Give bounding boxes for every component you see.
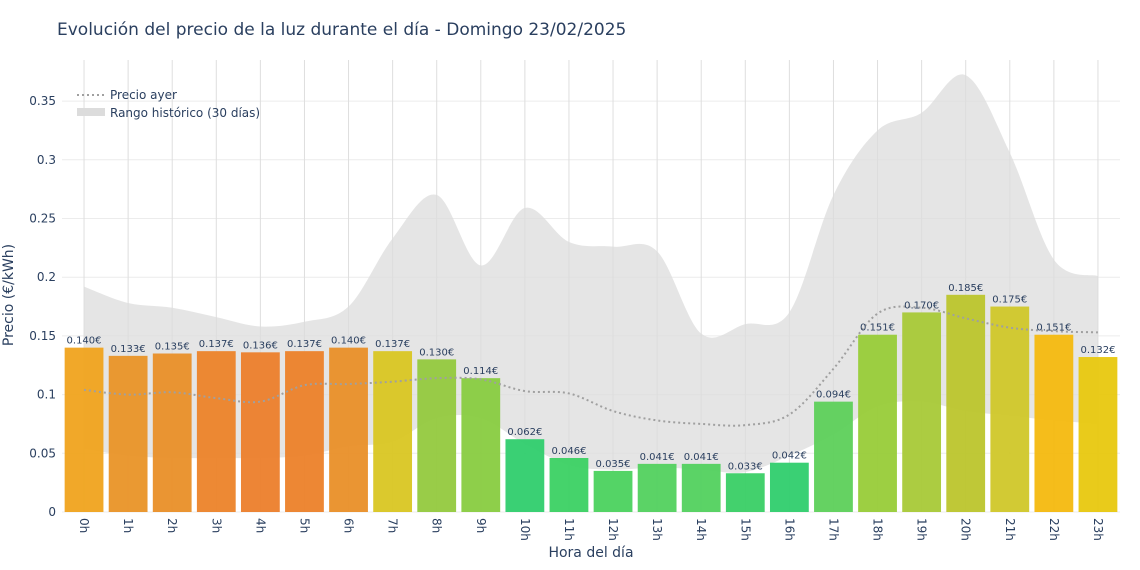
y-tick-label: 0.3 xyxy=(37,153,56,167)
x-tick-label: 8h xyxy=(430,518,444,533)
x-tick-label: 14h xyxy=(694,518,708,541)
bar-value-label: 0.130€ xyxy=(419,347,454,358)
price-bar xyxy=(329,347,368,512)
y-tick-label: 0.15 xyxy=(29,329,56,343)
y-axis-title: Precio (€/kWh) xyxy=(1,244,17,346)
price-bar xyxy=(681,463,721,512)
bar-value-label: 0.137€ xyxy=(199,339,234,350)
y-tick-label: 0.05 xyxy=(29,446,56,460)
price-bar xyxy=(858,334,897,512)
x-tick-label: 1h xyxy=(121,518,135,533)
x-tick-label: 4h xyxy=(253,518,267,533)
price-bar xyxy=(373,351,413,512)
y-tick-label: 0.25 xyxy=(29,211,56,225)
bar-value-label: 0.041€ xyxy=(684,452,719,463)
bar-value-label: 0.132€ xyxy=(1080,345,1115,356)
bar-value-label: 0.133€ xyxy=(111,344,146,355)
price-bar xyxy=(108,355,148,512)
price-bar xyxy=(196,351,236,512)
chart-title: Evolución del precio de la luz durante e… xyxy=(57,20,627,40)
price-bar xyxy=(240,352,280,512)
price-bar xyxy=(725,473,765,512)
y-tick-label: 0.35 xyxy=(29,94,56,108)
bar-value-label: 0.094€ xyxy=(816,390,851,401)
y-tick-label: 0.2 xyxy=(37,270,56,284)
price-bar xyxy=(285,351,324,512)
bar-value-label: 0.140€ xyxy=(331,336,366,347)
legend-label-yesterday: Precio ayer xyxy=(110,88,177,102)
x-tick-label: 6h xyxy=(342,518,356,533)
price-bar xyxy=(946,294,986,512)
x-tick-label: 16h xyxy=(782,518,796,541)
x-tick-label: 5h xyxy=(297,518,311,533)
bar-value-label: 0.135€ xyxy=(155,342,190,353)
bar-value-label: 0.035€ xyxy=(596,459,631,470)
x-tick-label: 12h xyxy=(606,518,620,541)
x-tick-label: 10h xyxy=(518,518,532,541)
bar-layer xyxy=(64,294,1118,512)
x-tick-label: 22h xyxy=(1047,518,1061,541)
legend: Precio ayer Rango histórico (30 días) xyxy=(77,88,260,120)
price-bar xyxy=(505,439,545,512)
price-bar xyxy=(593,470,633,512)
y-tick-label: 0 xyxy=(48,505,56,519)
price-bar xyxy=(152,353,192,512)
x-tick-label: 0h xyxy=(77,518,91,533)
bar-value-label: 0.140€ xyxy=(67,336,102,347)
x-tick-label: 2h xyxy=(165,518,179,533)
x-tick-label: 19h xyxy=(915,518,929,541)
bar-value-label: 0.046€ xyxy=(551,446,586,457)
historical-range-area xyxy=(84,74,1098,473)
bar-value-label: 0.033€ xyxy=(728,461,763,472)
bar-value-label: 0.062€ xyxy=(507,427,542,438)
bar-value-label: 0.137€ xyxy=(287,339,322,350)
x-tick-label: 7h xyxy=(386,518,400,533)
price-bar xyxy=(1034,334,1074,512)
price-bar xyxy=(417,359,457,512)
bar-label-layer: 0.140€ 0.133€ 0.135€ 0.137€ 0.136€ 0.137€ 0.14… xyxy=(67,283,1116,472)
x-tick-label: 20h xyxy=(959,518,973,541)
bar-value-label: 0.151€ xyxy=(860,323,895,334)
x-tick-label: 17h xyxy=(826,518,840,541)
axis-layer: 0 0.05 0.1 0.15 0.2 0.25 0.3 0.35 0h 1h 2h 3h 4h 5h 6h… xyxy=(29,94,1105,541)
x-tick-label: 9h xyxy=(474,518,488,533)
price-bar xyxy=(64,347,104,512)
legend-area-swatch xyxy=(77,108,105,116)
price-bar xyxy=(814,401,853,512)
bar-value-label: 0.151€ xyxy=(1036,323,1071,334)
price-bar xyxy=(1078,357,1118,512)
x-tick-label: 13h xyxy=(650,518,664,541)
x-tick-label: 23h xyxy=(1091,518,1105,541)
yesterday-price-line xyxy=(83,305,1098,427)
x-tick-label: 18h xyxy=(871,518,885,541)
bar-value-label: 0.136€ xyxy=(243,340,278,351)
price-bar xyxy=(549,457,589,512)
legend-label-historical: Rango histórico (30 días) xyxy=(110,106,260,120)
x-axis-title: Hora del día xyxy=(548,545,633,561)
bar-value-label: 0.170€ xyxy=(904,300,939,311)
price-bar xyxy=(902,312,942,512)
bar-value-label: 0.042€ xyxy=(772,451,807,462)
bar-value-label: 0.185€ xyxy=(948,283,983,294)
bar-value-label: 0.175€ xyxy=(992,295,1027,306)
x-tick-label: 21h xyxy=(1003,518,1017,541)
price-bar xyxy=(769,462,809,512)
yesterday-line-layer xyxy=(83,305,1098,427)
price-bar xyxy=(461,378,501,512)
x-tick-label: 3h xyxy=(209,518,223,533)
bar-value-label: 0.137€ xyxy=(375,339,410,350)
price-bar xyxy=(637,463,677,512)
bar-value-label: 0.114€ xyxy=(463,366,498,377)
historical-range-layer xyxy=(84,74,1098,473)
x-tick-label: 15h xyxy=(738,518,752,541)
x-tick-label: 11h xyxy=(562,518,576,541)
y-tick-label: 0.1 xyxy=(37,388,56,402)
price-bar xyxy=(990,306,1030,512)
bar-value-label: 0.041€ xyxy=(640,452,675,463)
